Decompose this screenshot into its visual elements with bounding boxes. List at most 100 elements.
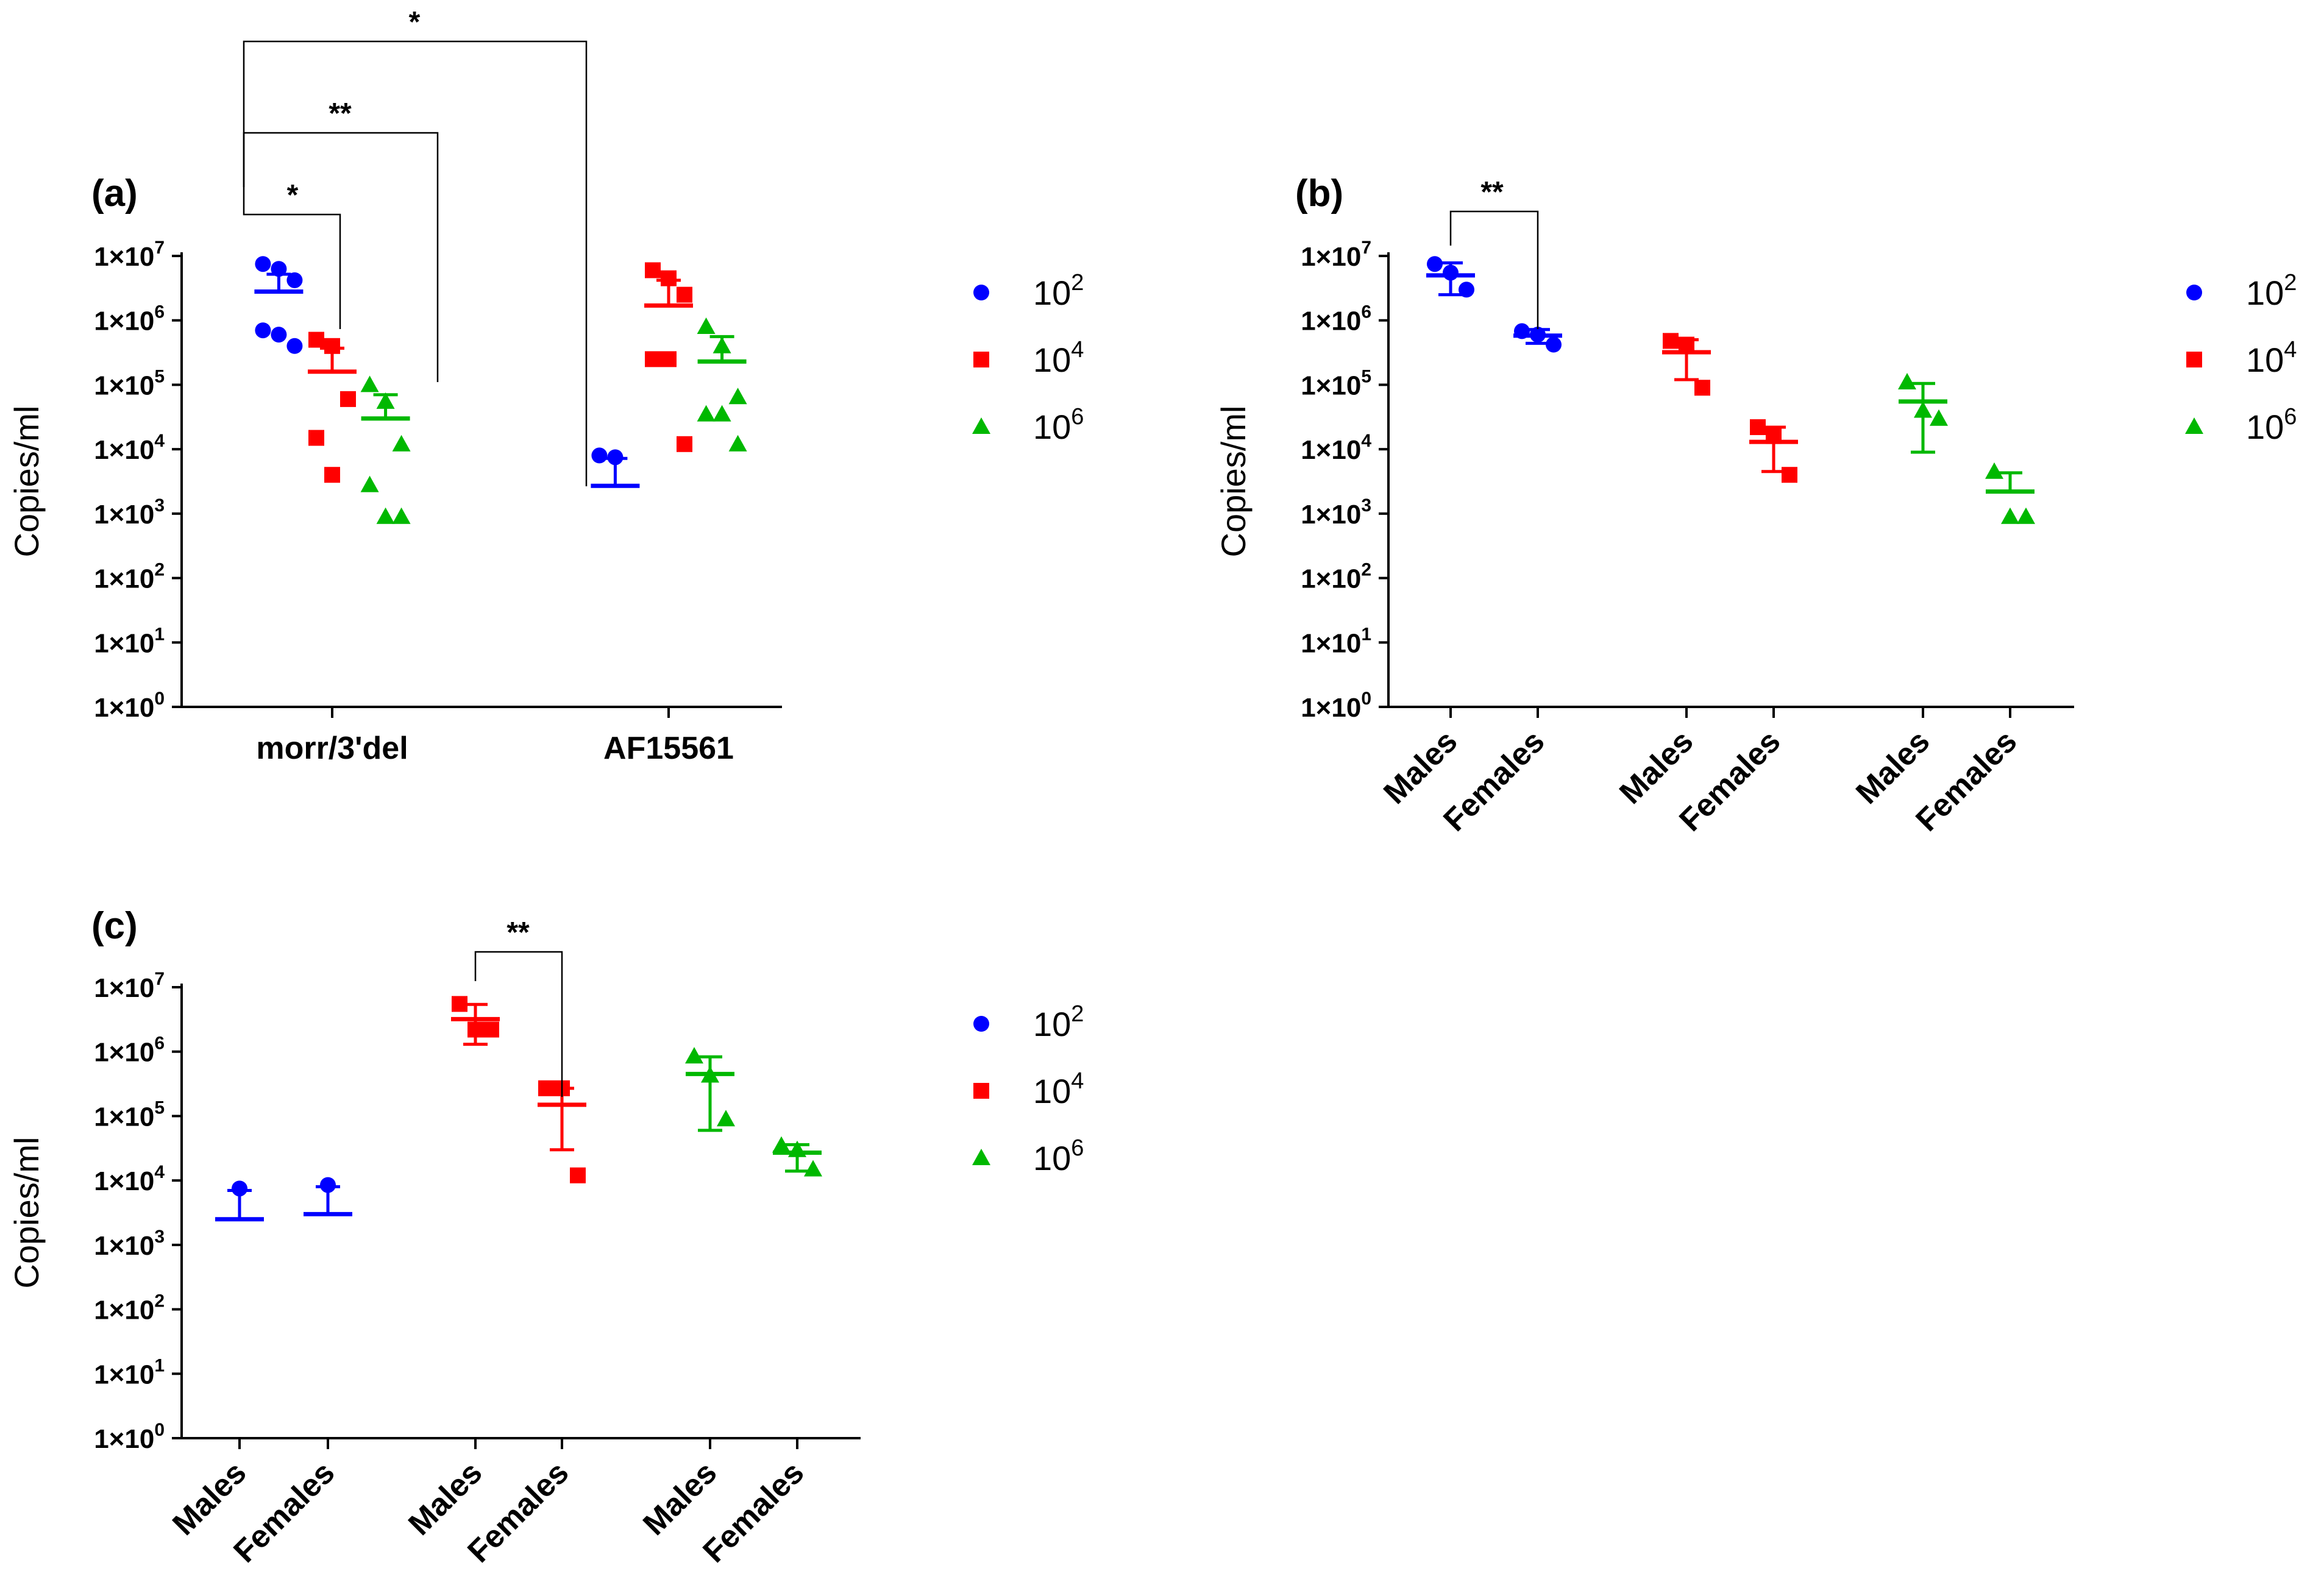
legend-marker bbox=[2186, 285, 2202, 300]
legend-marker bbox=[972, 417, 990, 434]
data-point bbox=[685, 1047, 703, 1064]
significance-label: * bbox=[287, 179, 299, 211]
legend-label: 104 bbox=[1033, 337, 1084, 379]
legend-label: 104 bbox=[1033, 1068, 1084, 1110]
data-point bbox=[677, 286, 692, 303]
data-point bbox=[2001, 507, 2019, 524]
data-point bbox=[661, 351, 677, 367]
y-tick-label: 1×107 bbox=[94, 969, 165, 1003]
y-tick-label: 1×100 bbox=[1301, 689, 1371, 723]
significance-bracket: * bbox=[243, 6, 588, 486]
y-tick-exponent: 2 bbox=[154, 1291, 165, 1311]
series-10-4 bbox=[308, 262, 693, 483]
bracket-line bbox=[474, 951, 563, 1097]
x-tick-label: Males bbox=[1377, 723, 1464, 810]
x-tick-label: Males bbox=[636, 1455, 723, 1542]
y-tick-exponent: 4 bbox=[1361, 431, 1371, 451]
legend-exponent: 4 bbox=[2284, 337, 2297, 363]
y-tick-label: 1×106 bbox=[94, 302, 165, 336]
y-tick-exponent: 4 bbox=[154, 431, 165, 451]
y-tick-exponent: 6 bbox=[1361, 302, 1371, 322]
y-tick-label: 1×103 bbox=[94, 495, 165, 530]
legend-exponent: 6 bbox=[2284, 404, 2297, 430]
y-tick-label: 1×107 bbox=[1301, 238, 1371, 272]
series-10-2 bbox=[1426, 256, 1562, 353]
legend: 102 104 106 bbox=[2185, 270, 2297, 446]
y-tick-label: 1×106 bbox=[1301, 302, 1371, 336]
data-point bbox=[717, 1110, 735, 1127]
legend-exponent: 2 bbox=[1071, 270, 1084, 296]
y-tick-exponent: 7 bbox=[154, 969, 165, 989]
data-point bbox=[376, 507, 395, 524]
data-point bbox=[1898, 373, 1916, 390]
y-tick-exponent: 0 bbox=[1361, 689, 1371, 709]
y-tick-label: 1×101 bbox=[1301, 624, 1371, 658]
legend-marker bbox=[973, 285, 989, 300]
x-tick-label: morr/3'del bbox=[256, 731, 408, 766]
data-point bbox=[1546, 336, 1562, 353]
legend: 102 104 106 bbox=[972, 270, 1084, 446]
legend-label: 102 bbox=[1033, 270, 1084, 312]
panel-b: (b) 1×100 1×101 1×102 1×103 1×104 1×105 1×106 1×… bbox=[1214, 172, 2297, 839]
significance-bracket: * bbox=[243, 179, 341, 329]
y-tick-exponent: 5 bbox=[154, 1098, 165, 1118]
y-tick-label: 1×101 bbox=[94, 624, 165, 658]
panel-c: (c) 1×100 1×101 1×102 1×103 1×104 1×105 1×106 1×… bbox=[7, 905, 1084, 1570]
data-point bbox=[645, 351, 661, 367]
legend-exponent: 6 bbox=[1071, 404, 1084, 430]
y-tick-label: 1×104 bbox=[1301, 431, 1371, 465]
data-point bbox=[1427, 256, 1443, 272]
y-tick-label: 1×103 bbox=[1301, 495, 1371, 530]
y-tick-exponent: 6 bbox=[154, 1034, 165, 1054]
y-tick-label: 1×107 bbox=[94, 238, 165, 272]
data-point bbox=[320, 1177, 336, 1193]
data-point bbox=[591, 447, 608, 464]
significance-bracket: ** bbox=[474, 917, 563, 1097]
legend-exponent: 4 bbox=[1071, 1068, 1084, 1094]
legend-marker bbox=[972, 1149, 990, 1165]
y-tick-exponent: 7 bbox=[154, 238, 165, 258]
y-tick-label: 1×105 bbox=[94, 1098, 165, 1132]
y-tick-exponent: 3 bbox=[154, 495, 165, 516]
data-point bbox=[570, 1167, 586, 1183]
series-10-4 bbox=[451, 996, 586, 1183]
data-point bbox=[232, 1180, 247, 1197]
data-point bbox=[1694, 380, 1710, 396]
bracket-line bbox=[243, 187, 341, 329]
series-10-2 bbox=[215, 1177, 352, 1222]
data-point bbox=[1930, 409, 1948, 426]
data-point bbox=[2017, 507, 2035, 524]
legend-exponent: 2 bbox=[1071, 1001, 1084, 1027]
data-point bbox=[360, 475, 379, 492]
data-point bbox=[713, 405, 731, 422]
panel-label: (c) bbox=[91, 905, 138, 947]
legend-label: 104 bbox=[2246, 337, 2297, 379]
y-tick-exponent: 6 bbox=[154, 302, 165, 322]
data-point bbox=[697, 405, 716, 422]
bracket-line bbox=[243, 40, 588, 486]
bracket-line bbox=[1449, 210, 1539, 329]
legend-marker bbox=[973, 352, 989, 367]
y-tick-label: 1×104 bbox=[94, 1162, 165, 1196]
data-point bbox=[677, 436, 692, 452]
data-point bbox=[286, 338, 303, 354]
y-axis-label: Copies/ml bbox=[7, 406, 46, 558]
y-tick-exponent: 3 bbox=[154, 1227, 165, 1247]
data-point bbox=[286, 272, 303, 288]
y-tick-exponent: 2 bbox=[1361, 560, 1371, 580]
legend-marker bbox=[2186, 352, 2202, 367]
data-point bbox=[645, 262, 661, 278]
data-point bbox=[360, 375, 379, 392]
legend-label: 102 bbox=[1033, 1001, 1084, 1043]
data-point bbox=[728, 434, 747, 452]
y-tick-exponent: 1 bbox=[1361, 624, 1371, 644]
data-point bbox=[255, 256, 271, 272]
legend-label: 106 bbox=[1033, 404, 1084, 446]
panel-a: (a) 1×100 1×101 1×102 1×103 1×104 1×105 1×106 1×… bbox=[7, 6, 1084, 766]
y-tick-label: 1×105 bbox=[1301, 366, 1371, 400]
series-10-6 bbox=[360, 317, 747, 524]
series-10-4 bbox=[1662, 333, 1798, 483]
y-tick-label: 1×105 bbox=[94, 366, 165, 400]
legend-exponent: 4 bbox=[1071, 337, 1084, 363]
